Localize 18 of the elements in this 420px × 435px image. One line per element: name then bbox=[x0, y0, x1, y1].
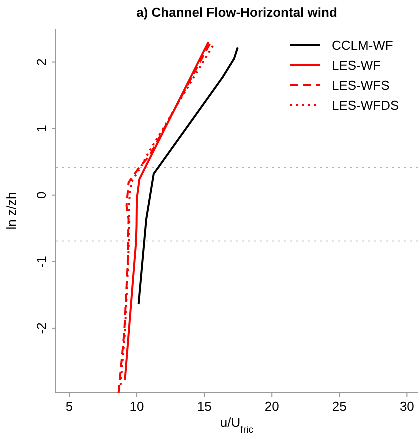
chart-title: a) Channel Flow-Horizontal wind bbox=[136, 5, 338, 20]
x-tick-label: 15 bbox=[197, 399, 212, 414]
y-axis-title: ln z/zh bbox=[4, 192, 19, 230]
x-tick-label: 20 bbox=[264, 399, 280, 414]
x-tick-label: 25 bbox=[332, 399, 347, 414]
y-tick-label: -1 bbox=[34, 256, 49, 268]
legend-label: CCLM-WF bbox=[332, 38, 394, 53]
x-tick-label: 5 bbox=[66, 399, 74, 414]
y-tick-label: 1 bbox=[34, 125, 49, 132]
x-axis-title: u/U$_{fric}$ bbox=[220, 415, 254, 435]
legend-label: LES-WF bbox=[332, 58, 382, 73]
x-tick-label: 10 bbox=[130, 399, 144, 414]
y-tick-label: -2 bbox=[34, 322, 49, 334]
y-tick-label: 2 bbox=[34, 58, 49, 66]
x-tick-label: 30 bbox=[400, 399, 414, 414]
legend-label: LES-WFDS bbox=[332, 98, 400, 113]
y-tick-label: 0 bbox=[34, 192, 49, 199]
legend-label: LES-WFS bbox=[332, 78, 390, 93]
